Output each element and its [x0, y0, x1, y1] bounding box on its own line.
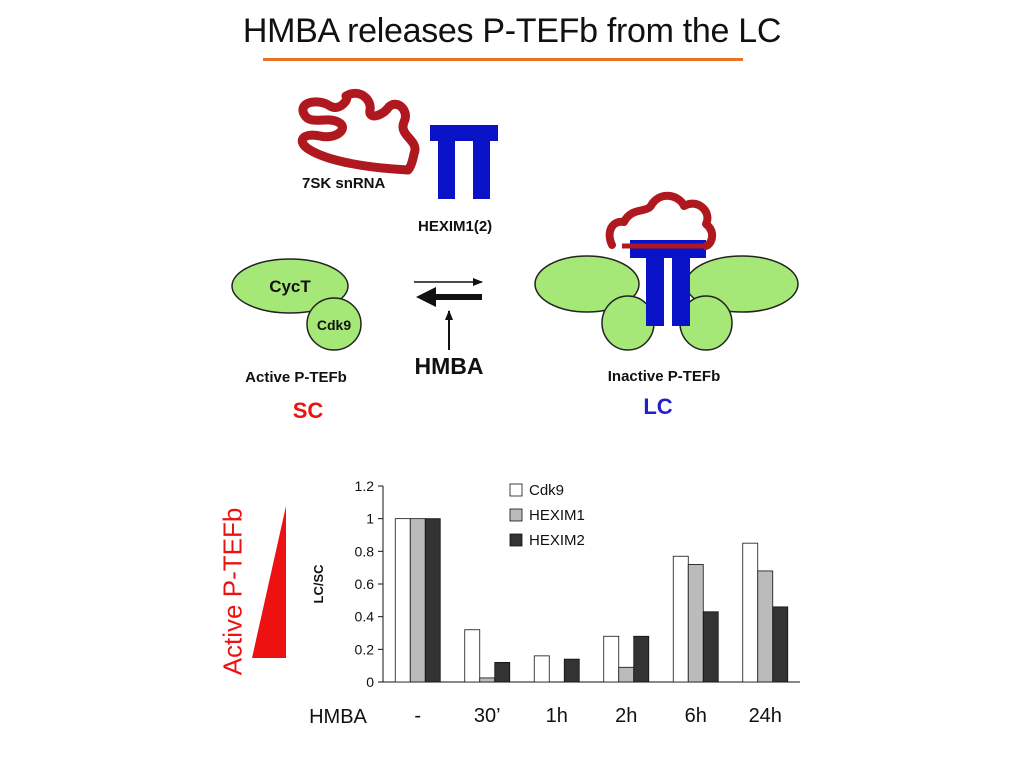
- hmba-diagram-label: HMBA: [415, 353, 484, 379]
- inactive-complex: [534, 191, 799, 351]
- cdk9-shape: [306, 297, 362, 351]
- cdk9-label: Cdk9: [317, 317, 351, 333]
- x-category-label: 2h: [615, 705, 637, 727]
- cyct-label: CycT: [269, 277, 311, 296]
- x-category-label: 24h: [749, 705, 782, 727]
- x-category-label: 30’: [474, 705, 501, 727]
- increasing-wedge: [252, 506, 286, 658]
- title-underline: [263, 58, 743, 61]
- legend-label: Cdk9: [529, 482, 564, 499]
- inactive-ptefb-label: Inactive P-TEFb: [608, 368, 721, 385]
- bar-hexim2: [702, 611, 719, 683]
- legend-label: HEXIM1: [529, 507, 585, 524]
- bar-cdk9: [672, 555, 689, 683]
- bar-hexim2: [563, 658, 580, 683]
- bar-hexim2: [633, 635, 650, 683]
- bar-cdk9: [603, 635, 620, 683]
- bar-hexim1: [618, 666, 635, 683]
- bar-hexim1: [479, 677, 496, 683]
- sc-label: SC: [293, 398, 324, 423]
- bar-cdk9: [742, 542, 759, 683]
- active-ptefb-label: Active P-TEFb: [245, 369, 347, 386]
- bar-hexim1: [757, 570, 774, 683]
- bar-cdk9: [533, 655, 550, 683]
- x-category-label: 6h: [685, 705, 707, 727]
- bar-hexim2: [424, 518, 441, 683]
- y-tick-label: 1: [366, 511, 374, 527]
- legend-swatch: [509, 483, 523, 497]
- slide-title: HMBA releases P-TEFb from the LC: [242, 12, 782, 50]
- legend-swatch: [509, 508, 523, 522]
- y-tick-label: 1.2: [355, 478, 375, 494]
- hexim-shape: [430, 125, 498, 199]
- x-axis-label: HMBA: [309, 706, 367, 728]
- y-axis-label: LC/SC: [311, 564, 326, 604]
- y-tick-label: 0.4: [355, 609, 375, 625]
- bar-hexim1: [409, 518, 426, 683]
- cyct-shape: [231, 258, 349, 314]
- x-category-label: -: [414, 705, 421, 727]
- bar-hexim2: [772, 606, 789, 683]
- x-category-label: 1h: [546, 705, 568, 727]
- 7sk-snrna-label: 7SK snRNA: [302, 175, 386, 192]
- y-tick-label: 0.6: [355, 576, 375, 592]
- bar-cdk9: [394, 518, 411, 683]
- bar-hexim1: [687, 564, 704, 683]
- reverse-arrow: [416, 287, 482, 307]
- lc-sc-bar-chart: 0 0.2 0.4 0.6 0.8 1 1.2 LC/SC - 30’ 1h 2h 6h 24h HMBA C…: [309, 478, 800, 728]
- active-ptefb-vertical-label: Active P-TEFb: [217, 507, 248, 676]
- y-tick-label: 0.8: [355, 543, 375, 559]
- 7sk-snrna-shape: [297, 88, 420, 175]
- bar-hexim2: [494, 662, 511, 683]
- y-tick-label: 0: [366, 674, 374, 690]
- bar-cdk9: [464, 629, 481, 683]
- lc-label: LC: [643, 394, 672, 419]
- hexim-label: HEXIM1(2): [418, 218, 492, 235]
- legend-swatch: [509, 533, 523, 547]
- legend-label: HEXIM2: [529, 532, 585, 549]
- y-tick-label: 0.2: [355, 641, 375, 657]
